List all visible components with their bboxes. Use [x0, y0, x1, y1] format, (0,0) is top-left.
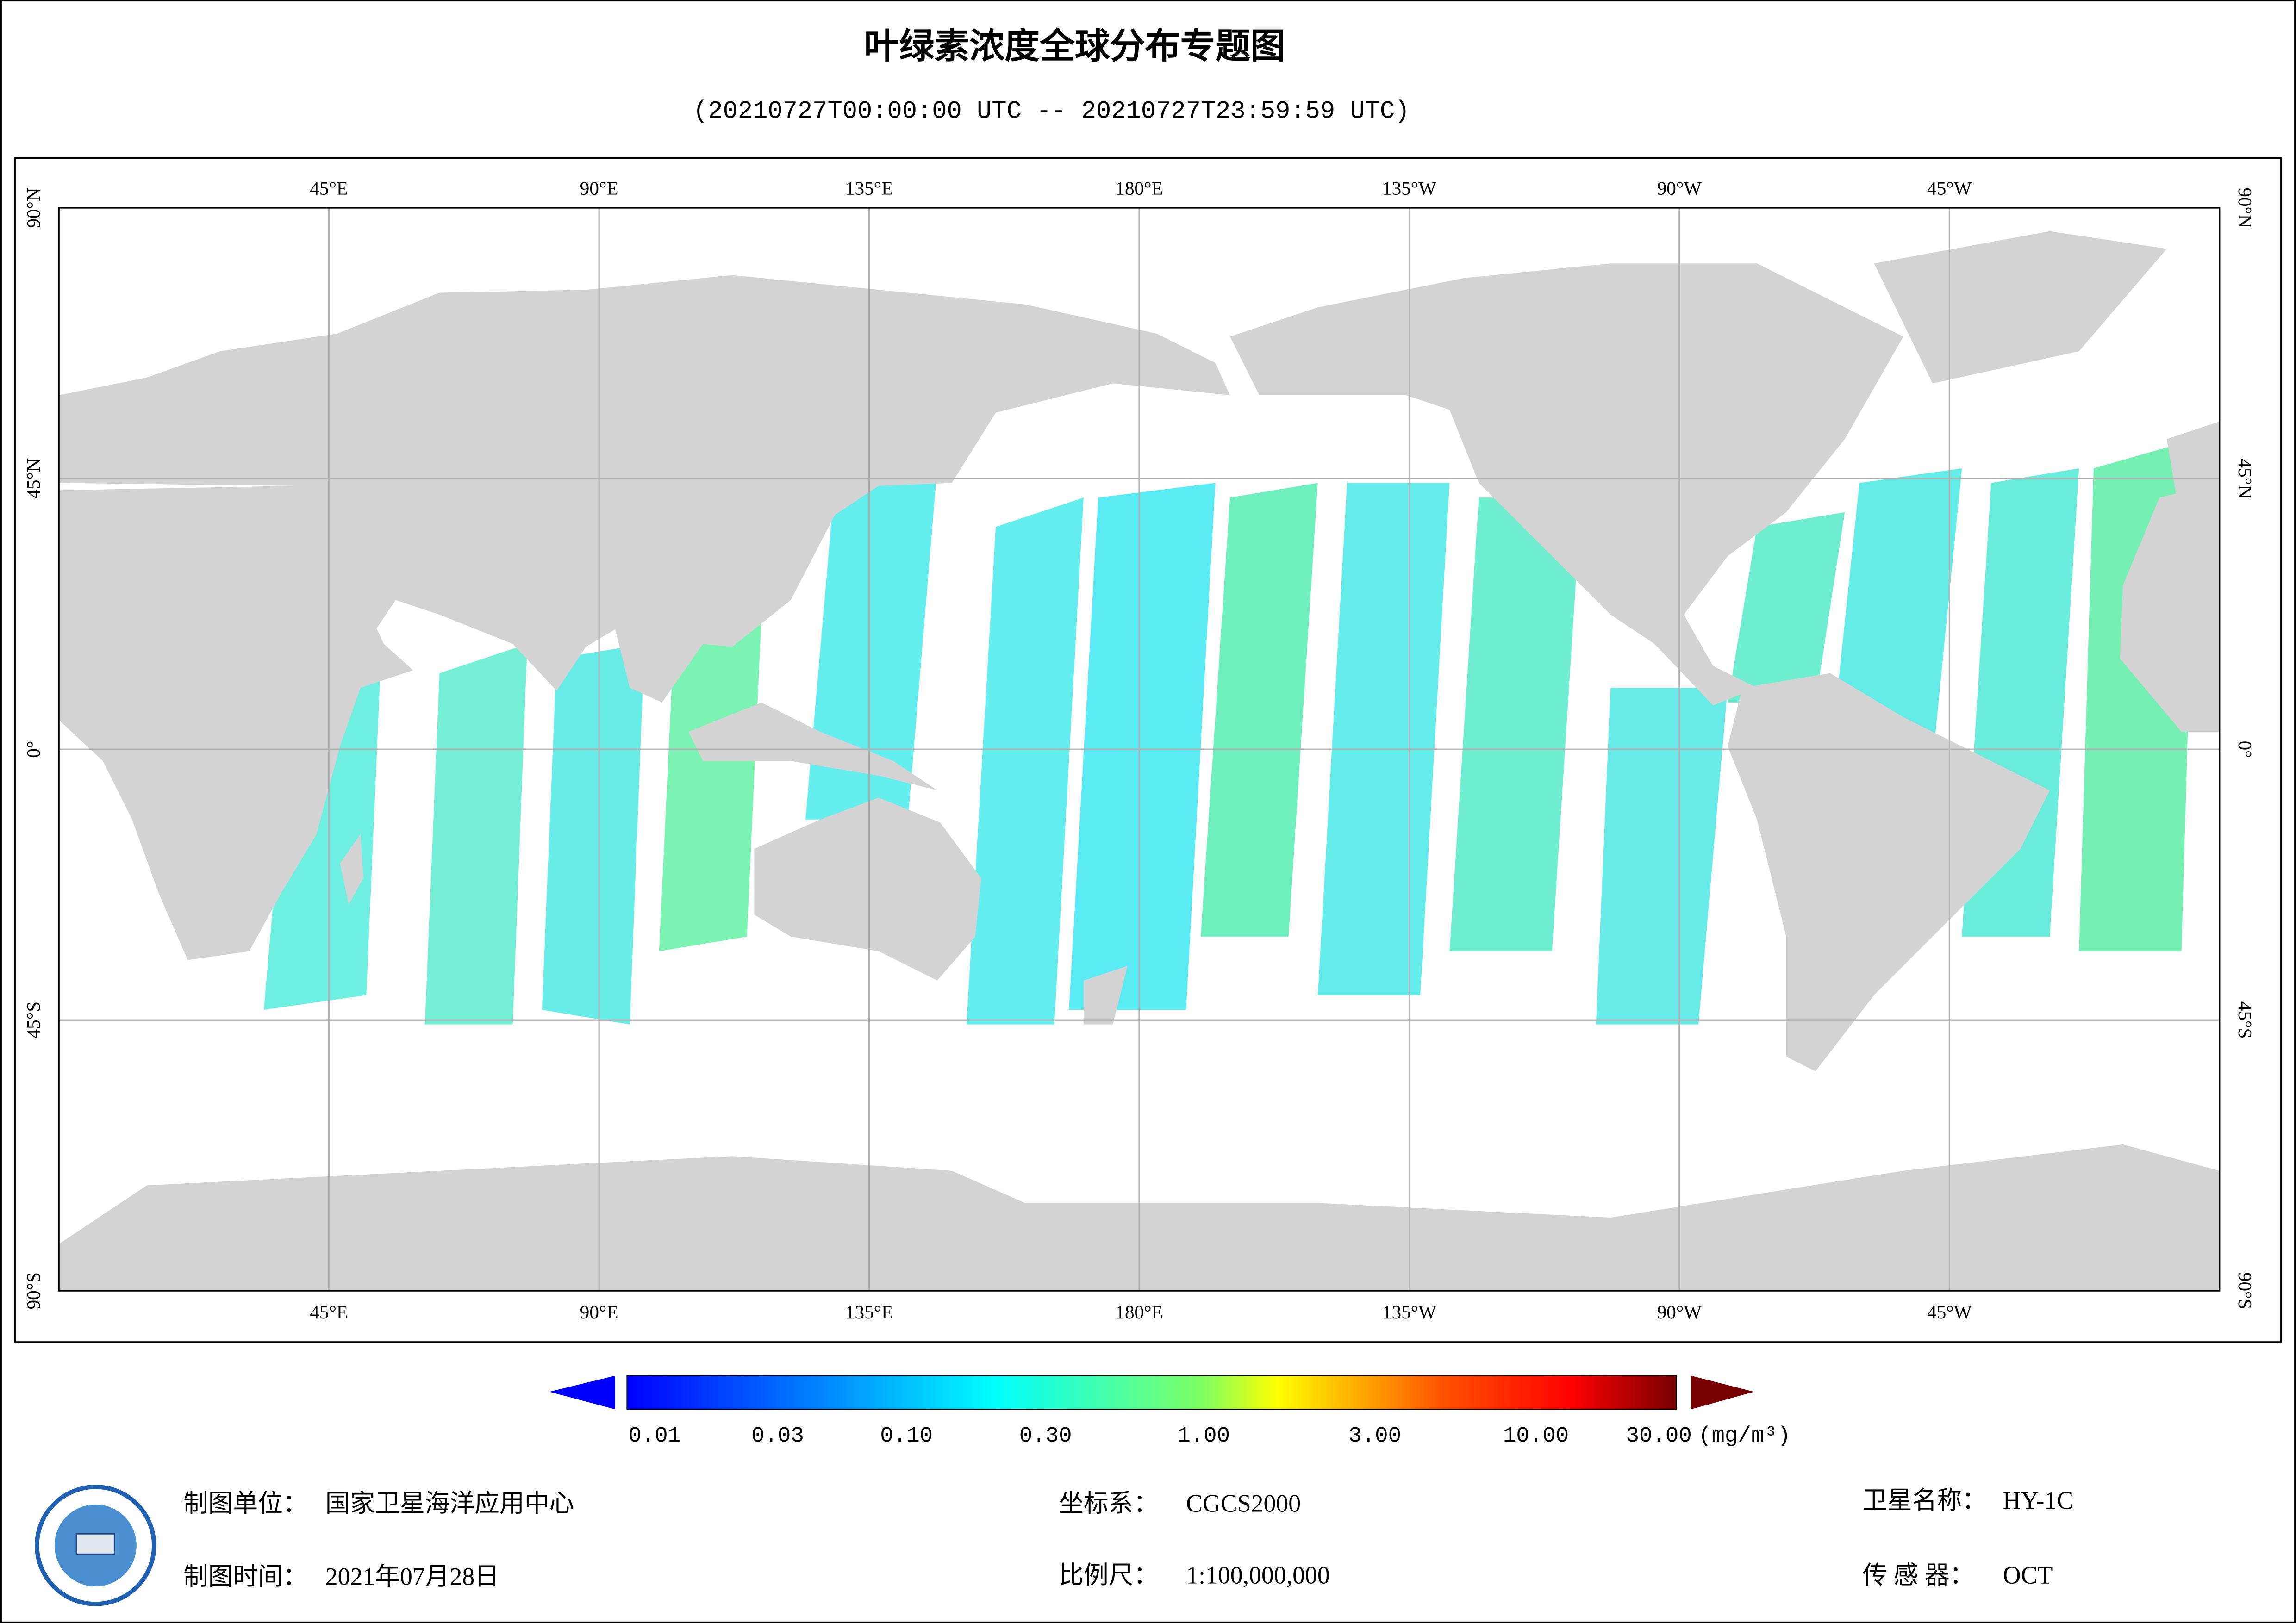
footer-label: 传 感 器：	[1862, 1561, 1974, 1589]
lat-label-right: 90°N	[2234, 187, 2256, 228]
lat-label-left: 0°	[23, 741, 44, 758]
lat-label-right: 0°	[2234, 741, 2256, 758]
lat-label-right: 90°S	[2234, 1272, 2256, 1309]
lon-label-bottom: 180°E	[1115, 1301, 1163, 1323]
colorbar-tick-label: 1.00	[1177, 1424, 1230, 1449]
colorbar-tick-label: 0.10	[880, 1424, 933, 1449]
logo	[35, 1485, 156, 1606]
graticule	[59, 208, 2220, 1291]
colorbar-low-arrow	[549, 1375, 615, 1410]
map	[59, 208, 2220, 1291]
colorbar-high-arrow	[1691, 1375, 1754, 1410]
footer-value: HY-1C	[2003, 1486, 2073, 1514]
lat-label-left: 90°N	[23, 187, 44, 228]
lon-label-top: 90°E	[580, 178, 618, 199]
lon-label-bottom: 45°E	[310, 1301, 348, 1323]
footer-value: 国家卫星海洋应用中心	[325, 1489, 574, 1517]
lon-label-top: 90°W	[1657, 178, 1702, 199]
lon-label-bottom: 45°W	[1927, 1301, 1972, 1323]
lon-label-bottom: 135°W	[1382, 1301, 1436, 1323]
lat-label-left: 45°S	[23, 1001, 44, 1038]
colorbar-tick-label: 30.00	[1626, 1424, 1691, 1449]
lat-label-left: 45°N	[23, 458, 44, 498]
colorbar-tick-label: 0.30	[1019, 1424, 1072, 1449]
colorbar-tick-label: 10.00	[1503, 1424, 1569, 1449]
lon-label-bottom: 90°E	[580, 1301, 618, 1323]
footer-value: 2021年07月28日	[325, 1562, 499, 1590]
colorbar	[626, 1375, 1677, 1410]
lon-label-top: 135°W	[1382, 178, 1436, 199]
footer-value: CGCS2000	[1186, 1489, 1301, 1517]
colorbar-unit: (mg/m³)	[1698, 1424, 1791, 1449]
colorbar-tick-label: 0.03	[751, 1424, 804, 1449]
footer-label: 制图时间：	[183, 1562, 308, 1590]
subtitle: (20210727T00:00:00 UTC -- 20210727T23:59…	[693, 98, 1410, 126]
lat-label-left: 90°S	[23, 1272, 44, 1309]
colorbar-tick-label: 0.01	[628, 1424, 681, 1449]
footer-label: 卫星名称：	[1862, 1486, 1987, 1514]
lon-label-bottom: 90°W	[1657, 1301, 1702, 1323]
lon-label-top: 45°W	[1927, 178, 1972, 199]
lat-label-right: 45°N	[2234, 458, 2256, 498]
footer-value: OCT	[2003, 1561, 2053, 1589]
lat-label-right: 45°S	[2234, 1001, 2256, 1038]
footer-label: 制图单位：	[183, 1489, 308, 1517]
chlorophyll-swaths	[263, 439, 2196, 1025]
title: 叶绿素浓度全球分布专题图	[864, 25, 1286, 66]
lon-label-top: 45°E	[310, 178, 348, 199]
footer-label: 比例尺：	[1059, 1561, 1158, 1589]
footer-value: 1:100,000,000	[1186, 1561, 1330, 1589]
map-border	[58, 207, 2221, 1292]
lon-label-top: 135°E	[845, 178, 893, 199]
lon-label-bottom: 135°E	[845, 1301, 893, 1323]
colorbar-tick-label: 3.00	[1348, 1424, 1401, 1449]
map-labels: 45°E 45°E 90°E 90°E 135°E 135°E 180°E 180°E 135°…	[23, 178, 2256, 1323]
footer-label: 坐标系：	[1059, 1489, 1158, 1517]
legend: 0.01 0.03 0.10 0.30 1.00 3.00 10.00 30.00 (mg/m³…	[628, 1424, 1791, 1449]
lon-label-top: 180°E	[1115, 178, 1163, 199]
